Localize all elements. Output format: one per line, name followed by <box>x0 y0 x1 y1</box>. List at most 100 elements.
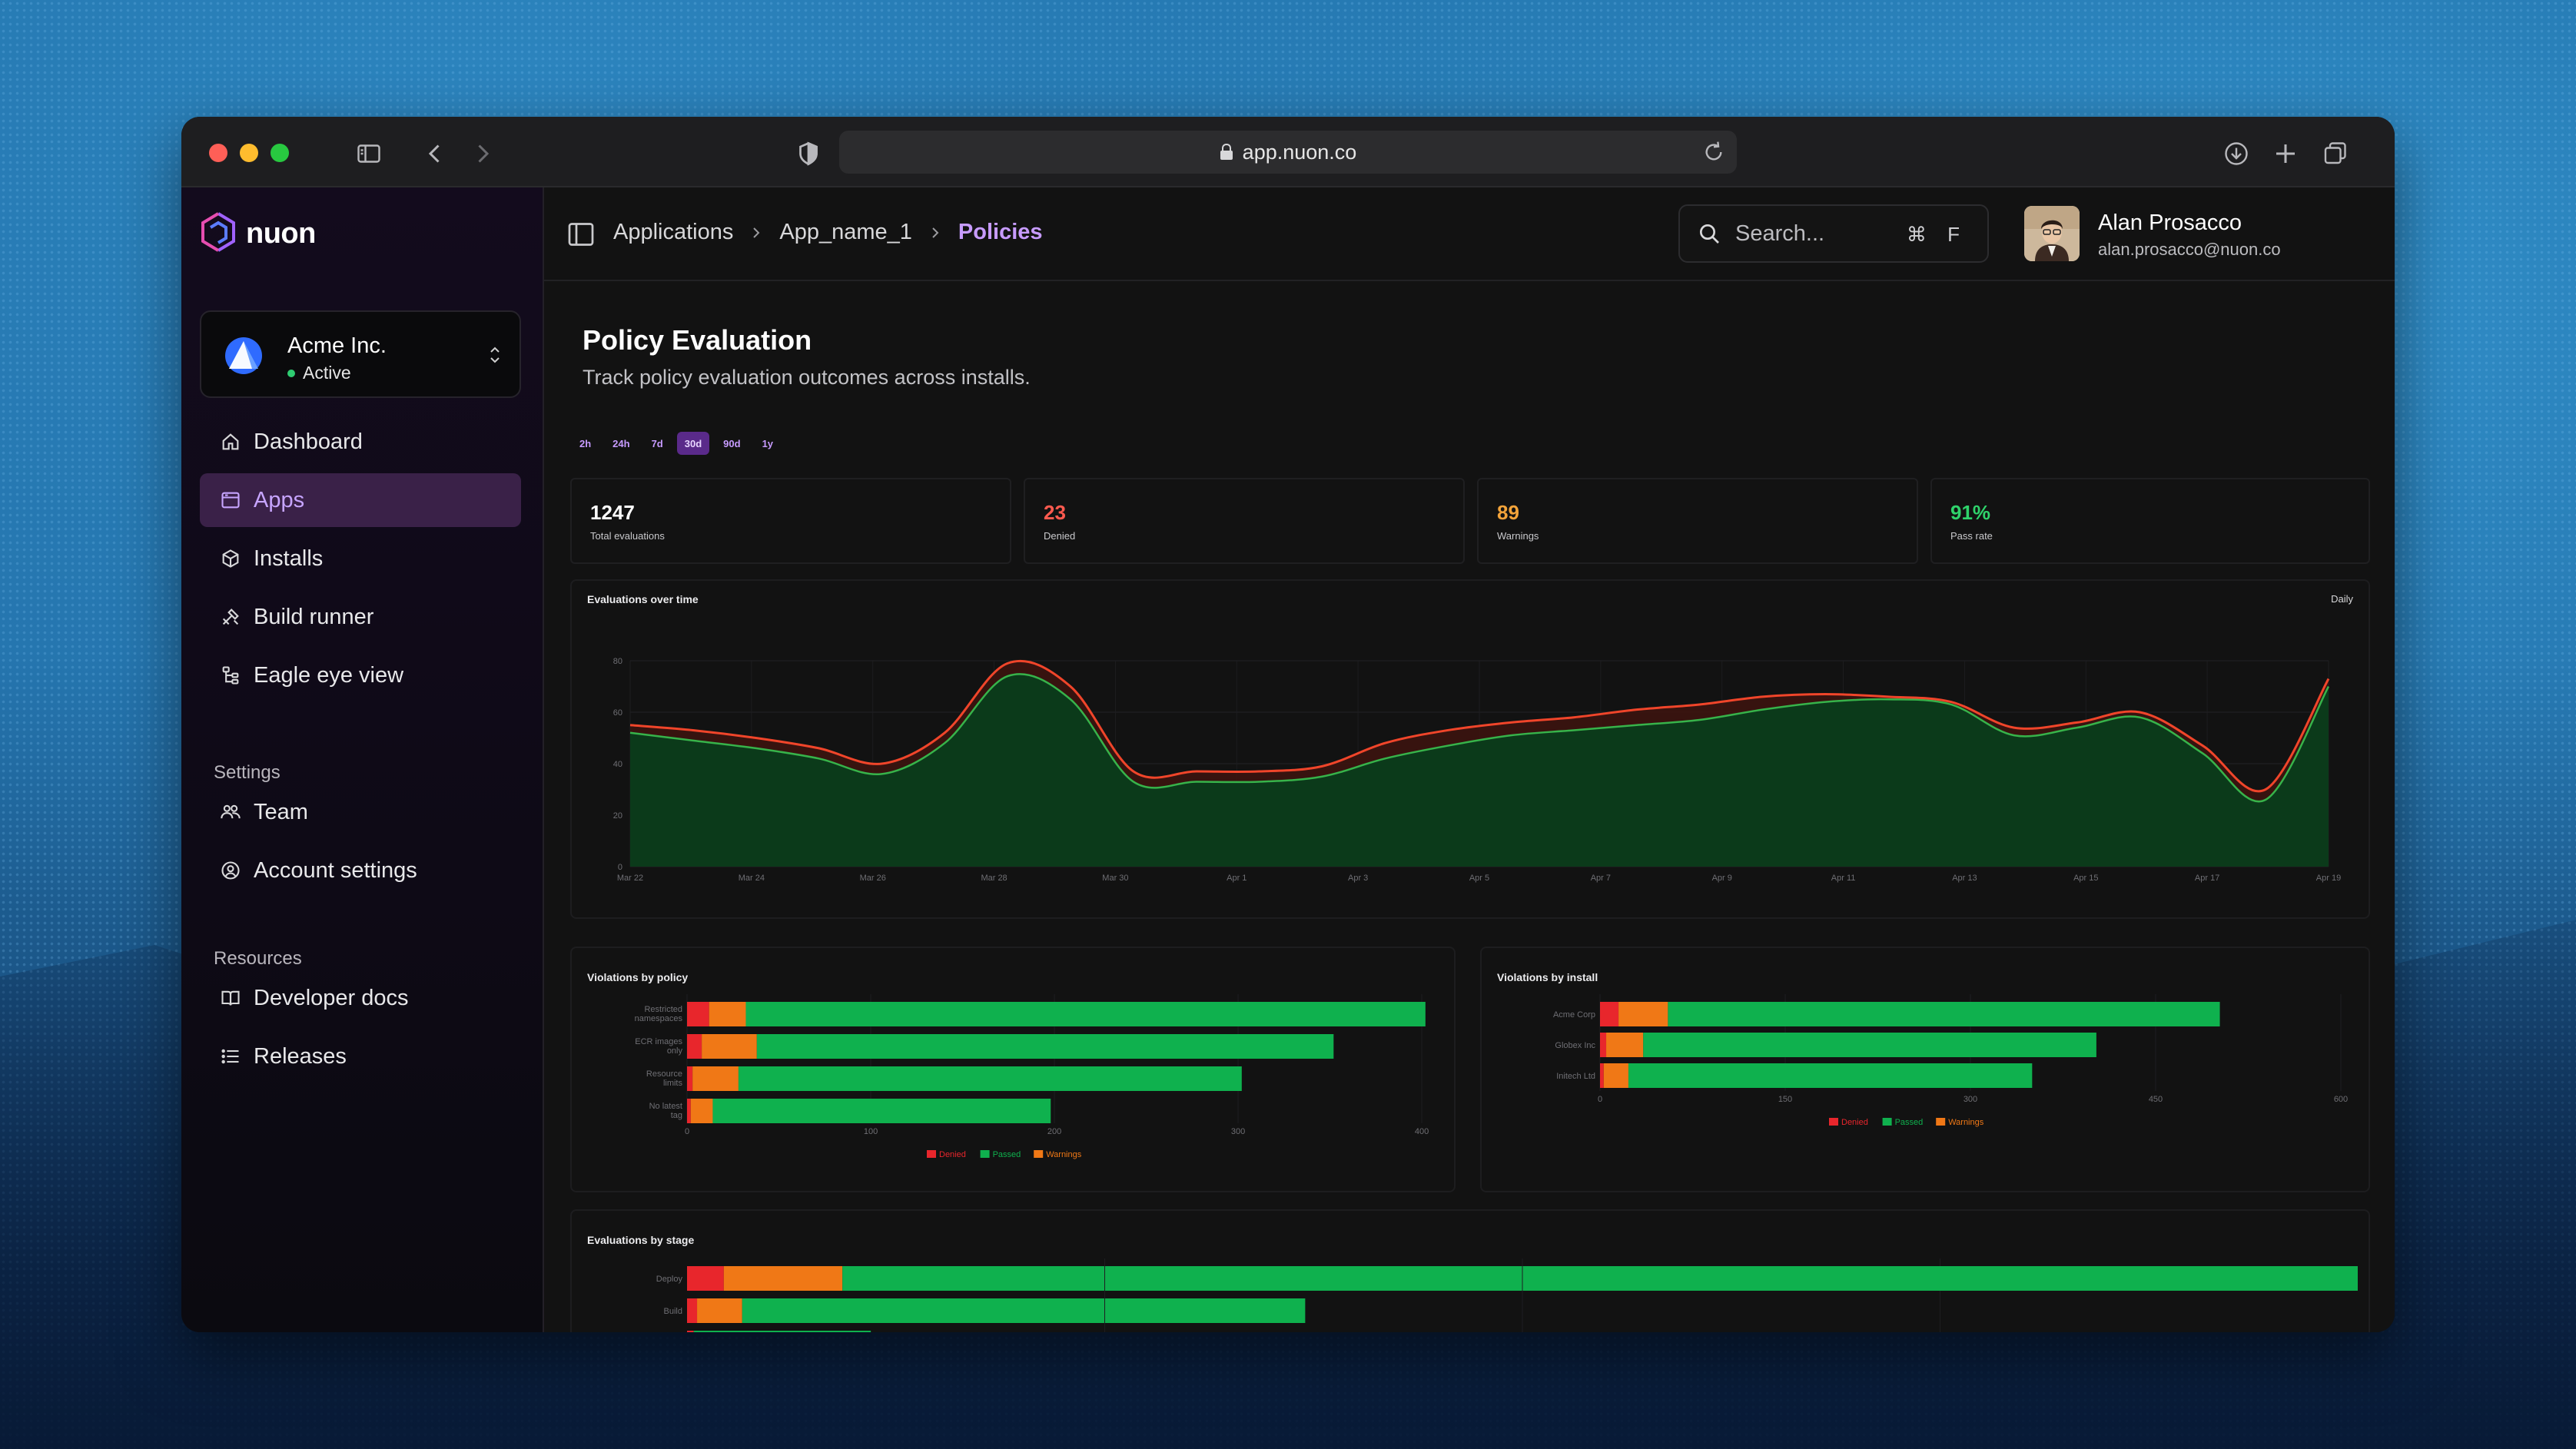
breadcrumb-current: Policies <box>958 220 1043 244</box>
page-title: Policy Evaluation <box>583 324 812 356</box>
tick-label: Apr 1 <box>1227 874 1247 883</box>
download-icon[interactable] <box>2219 137 2253 171</box>
bar-denied[interactable] <box>687 1331 694 1332</box>
range-option-90d[interactable]: 90d <box>723 437 741 449</box>
legend-label: Denied <box>1841 1118 1868 1127</box>
org-switcher[interactable]: Acme Inc. Active <box>200 310 521 398</box>
tab-overview-icon[interactable] <box>2318 137 2352 171</box>
back-icon[interactable] <box>418 137 452 171</box>
bar-chart-stage: Deploy Build <box>656 1258 2358 1332</box>
shield-icon[interactable] <box>792 137 825 171</box>
bar-warnings[interactable] <box>690 1099 713 1123</box>
nav-item-releases[interactable]: Releases <box>200 1030 521 1083</box>
bar-warnings[interactable] <box>1603 1063 1628 1088</box>
legend-swatch <box>1936 1118 1946 1126</box>
nav-item-apps[interactable]: Apps <box>200 473 521 527</box>
bar-passed[interactable] <box>712 1099 1051 1123</box>
tick-label: 80 <box>613 657 622 666</box>
maximize-window-button[interactable] <box>271 144 289 162</box>
new-tab-icon[interactable] <box>2269 137 2302 171</box>
tick-label: 0 <box>1598 1095 1602 1104</box>
bar-warnings[interactable] <box>723 1266 843 1291</box>
user-photo <box>2024 206 2080 261</box>
bar-warnings[interactable] <box>702 1034 757 1059</box>
bar-denied[interactable] <box>687 1066 693 1091</box>
bar-passed[interactable] <box>693 1331 871 1332</box>
nav-item-dashboard[interactable]: Dashboard <box>200 415 521 469</box>
granularity-label[interactable]: Daily <box>2331 593 2353 605</box>
evaluations-over-time-card: Evaluations over time Daily 0 20 40 60 80 Mar… <box>570 579 2370 919</box>
category-label: Initech Ltd <box>1556 1072 1595 1081</box>
tick-label: Mar 30 <box>1102 874 1128 883</box>
brand-logo[interactable]: nuon <box>198 211 316 257</box>
breadcrumb-applications[interactable]: Applications <box>613 220 734 244</box>
avatar[interactable] <box>2024 206 2080 261</box>
bar-passed[interactable] <box>745 1002 1426 1026</box>
legend-label: Warnings <box>1948 1118 1984 1127</box>
bar-denied[interactable] <box>687 1034 702 1059</box>
range-option-30d[interactable]: 30d <box>676 432 710 455</box>
bar-denied[interactable] <box>1600 1033 1607 1057</box>
status-dot-icon <box>287 369 295 377</box>
breadcrumb-app[interactable]: App_name_1 <box>779 220 912 244</box>
range-option-24h[interactable]: 24h <box>612 437 630 449</box>
home-icon <box>222 433 239 450</box>
search-input[interactable]: Search... ⌘ F <box>1678 204 1989 263</box>
bar-passed[interactable] <box>1628 1063 2033 1088</box>
close-window-button[interactable] <box>209 144 227 162</box>
tick-label: Apr 5 <box>1469 874 1489 883</box>
legend-swatch <box>927 1150 936 1158</box>
tick-label: Apr 9 <box>1712 874 1732 883</box>
tree-icon <box>222 666 239 685</box>
panel-toggle-icon[interactable] <box>567 221 595 247</box>
bar-warnings[interactable] <box>697 1298 742 1323</box>
range-option-2h[interactable]: 2h <box>579 437 592 449</box>
series-passed-area <box>630 674 2329 867</box>
bar-passed[interactable] <box>1668 1002 2220 1026</box>
kpi-label: Total evaluations <box>590 530 665 542</box>
tick-label: 100 <box>864 1127 878 1136</box>
chart-title: Evaluations by stage <box>587 1234 695 1246</box>
bar-warnings[interactable] <box>692 1066 739 1091</box>
nav-item-label: Account settings <box>254 857 417 883</box>
bar-passed[interactable] <box>842 1266 2358 1291</box>
bar-passed[interactable] <box>756 1034 1334 1059</box>
range-option-7d[interactable]: 7d <box>651 437 663 449</box>
address-bar[interactable]: app.nuon.co <box>839 131 1737 174</box>
nav-item-label: Developer docs <box>254 985 409 1010</box>
nav-item-installs[interactable]: Installs <box>200 532 521 585</box>
org-name: Acme Inc. <box>287 333 387 358</box>
category-label: Globex Inc <box>1555 1041 1595 1050</box>
sidebar-toggle-icon[interactable] <box>352 137 386 171</box>
forward-icon[interactable] <box>466 137 500 171</box>
bar-denied[interactable] <box>687 1266 724 1291</box>
app-window-icon <box>221 492 240 509</box>
bar-passed[interactable] <box>738 1066 1242 1091</box>
category-label: Acme Corp <box>1553 1010 1595 1020</box>
reload-icon[interactable] <box>1701 140 1726 164</box>
bar-denied[interactable] <box>687 1099 691 1123</box>
bar-warnings[interactable] <box>1606 1033 1644 1057</box>
bar-denied[interactable] <box>1600 1002 1619 1026</box>
bar-passed[interactable] <box>742 1298 1306 1323</box>
nav-item-developer-docs[interactable]: Developer docs <box>200 971 521 1025</box>
nav-item-eagle-eye-view[interactable]: Eagle eye view <box>200 648 521 702</box>
tick-label: Apr 13 <box>1952 874 1977 883</box>
minimize-window-button[interactable] <box>240 144 258 162</box>
search-placeholder: Search... <box>1735 220 1825 246</box>
nav-item-account-settings[interactable]: Account settings <box>200 844 521 897</box>
user-name: Alan Prosacco <box>2098 211 2242 235</box>
url-text: app.nuon.co <box>1242 140 1357 164</box>
nav-item-build-runner[interactable]: Build runner <box>200 590 521 644</box>
nav-item-team[interactable]: Team <box>200 785 521 839</box>
tick-label: Apr 3 <box>1348 874 1368 883</box>
kpi-value: 89 <box>1497 501 1519 524</box>
bar-denied[interactable] <box>687 1002 709 1026</box>
range-option-1y[interactable]: 1y <box>762 437 774 449</box>
bar-denied[interactable] <box>687 1298 698 1323</box>
bar-warnings[interactable] <box>1618 1002 1668 1026</box>
category-label: ECR images <box>635 1037 682 1046</box>
bar-passed[interactable] <box>1643 1033 2096 1057</box>
bar-denied[interactable] <box>1600 1063 1604 1088</box>
bar-warnings[interactable] <box>709 1002 746 1026</box>
